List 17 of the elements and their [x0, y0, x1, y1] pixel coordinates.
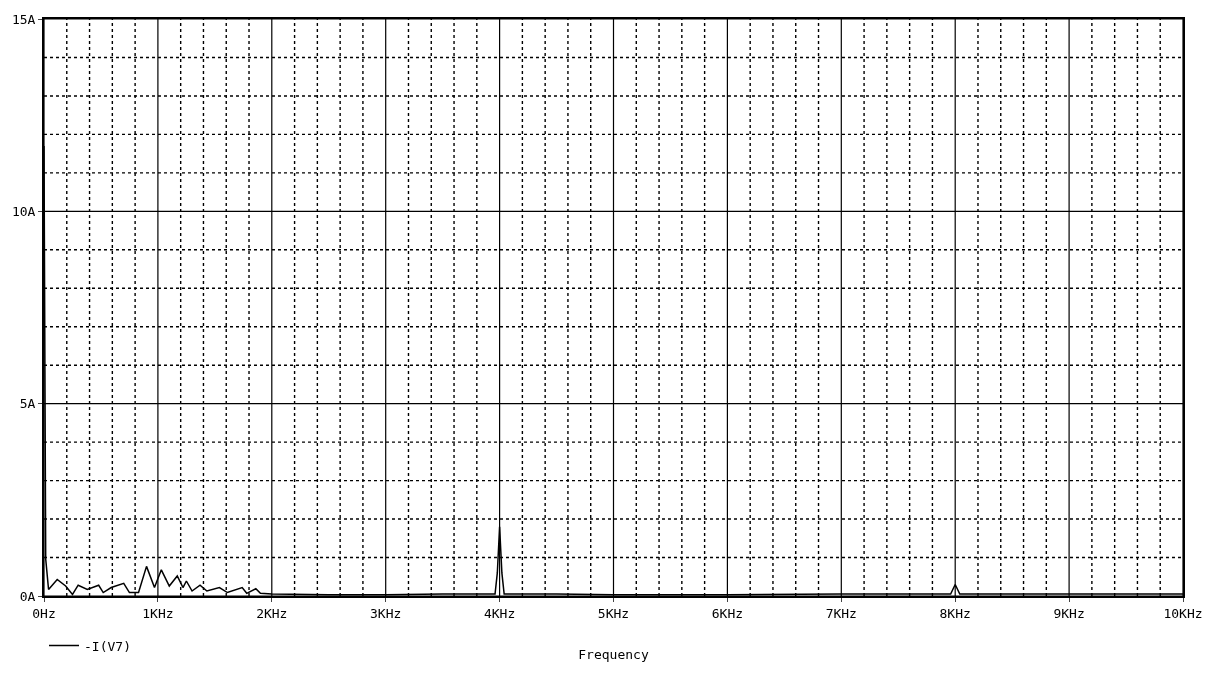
legend-label: -I(V7) [84, 638, 131, 654]
y-tick-label: 10A [11, 203, 36, 219]
x-tick-label: 9KHz [1053, 605, 1085, 621]
x-tick-label: 8KHz [939, 605, 971, 621]
x-axis-title: Frequency [578, 646, 649, 662]
x-tick-label: 0Hz [32, 605, 56, 621]
y-tick-label: 0A [19, 588, 36, 604]
x-tick-label: 1KHz [142, 605, 174, 621]
x-tick-label: 2KHz [256, 605, 288, 621]
x-tick-label: 6KHz [711, 605, 744, 621]
x-tick-label: 7KHz [825, 605, 857, 621]
x-tick-label: 10KHz [1163, 605, 1203, 621]
x-tick-label: 4KHz [483, 605, 516, 621]
y-tick-label: 15A [11, 11, 36, 27]
y-tick-label: 5A [19, 396, 36, 412]
x-tick-label: 5KHz [597, 605, 630, 621]
x-tick-label: 3KHz [370, 605, 402, 621]
